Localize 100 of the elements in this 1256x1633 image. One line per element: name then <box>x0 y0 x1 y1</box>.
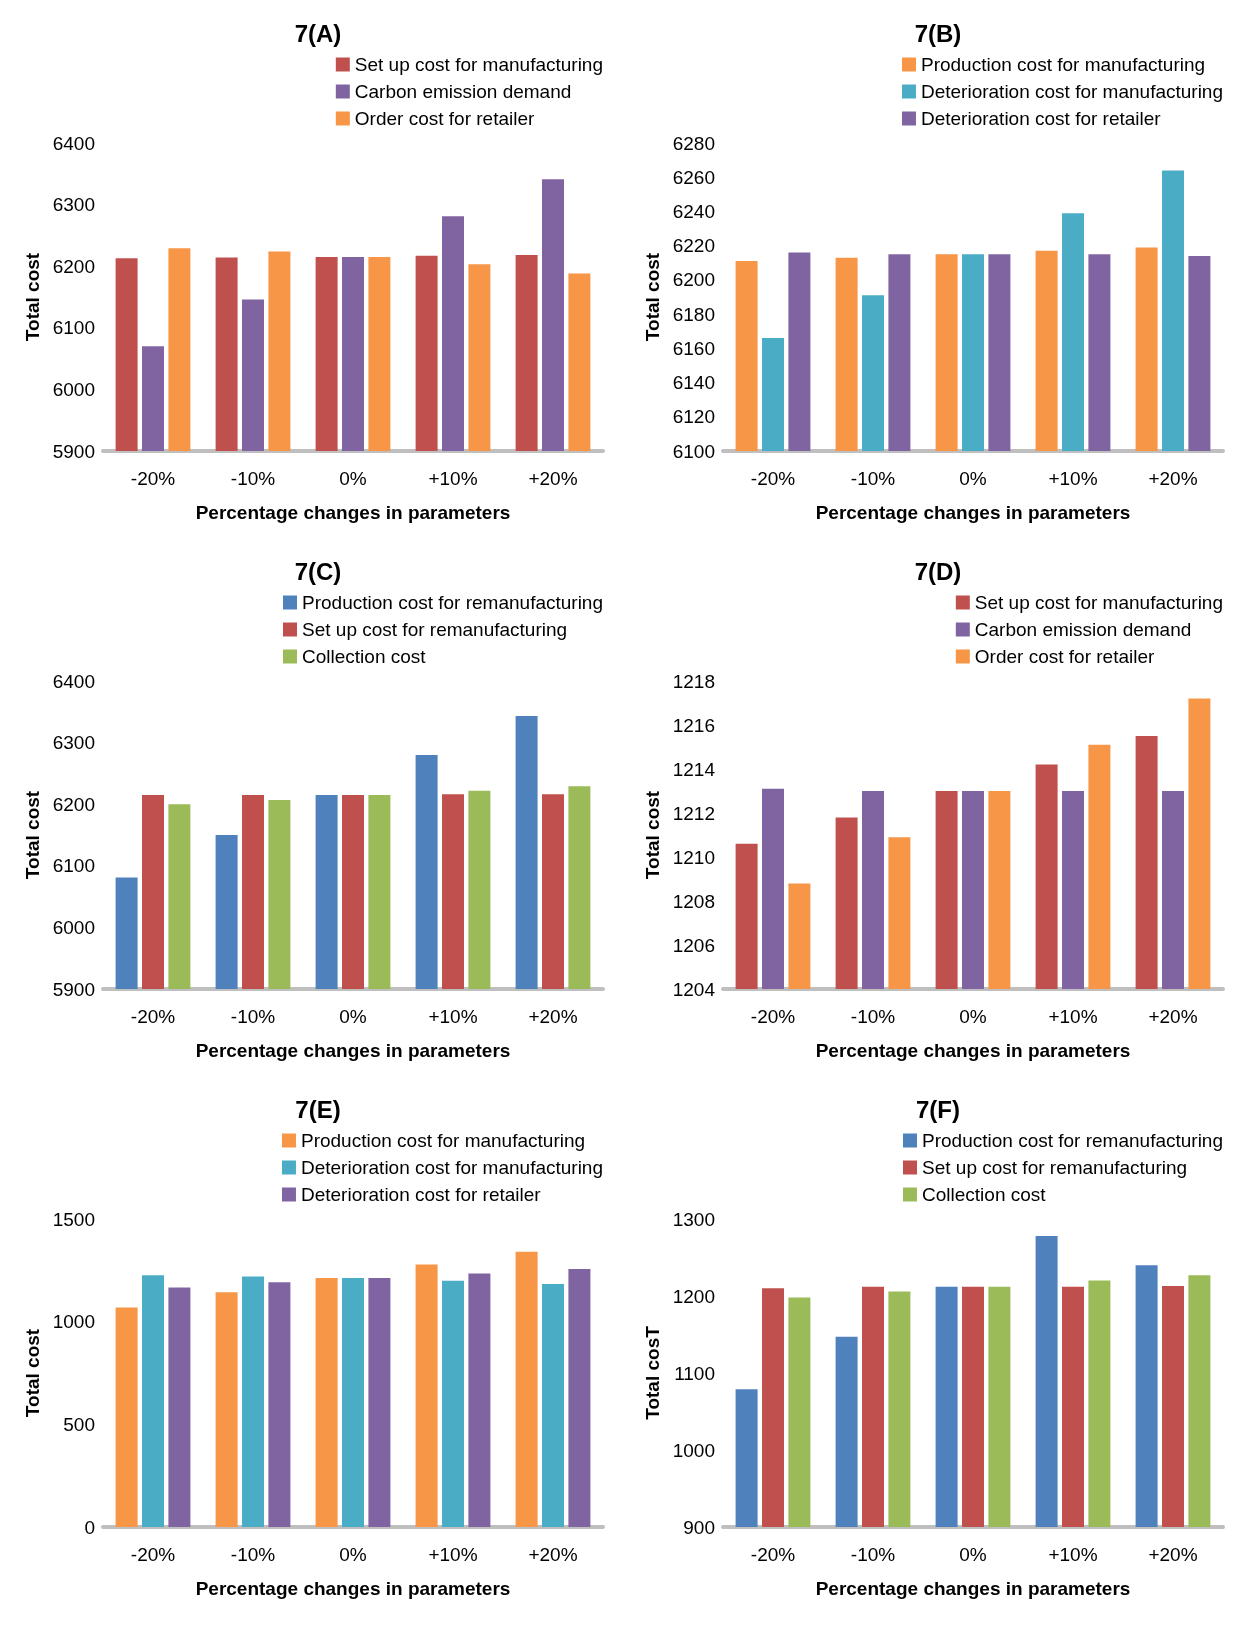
legend-label: Production cost for remanufacturing <box>922 1130 1224 1151</box>
y-tick-label: 6000 <box>52 378 95 400</box>
bar <box>342 1277 364 1527</box>
y-tick-label: 6200 <box>52 255 95 277</box>
x-tick-label: 0% <box>959 1544 987 1565</box>
x-tick-label: +20% <box>1148 468 1198 489</box>
x-tick-label: -10% <box>230 1006 276 1027</box>
y-tick-label: 1300 <box>672 1208 715 1230</box>
x-tick-label: +10% <box>1048 468 1098 489</box>
x-axis-title: Percentage changes in parameters <box>195 1040 511 1061</box>
legend-label: Collection cost <box>922 1184 1047 1205</box>
x-tick-label: -20% <box>130 1544 176 1565</box>
bar <box>168 1287 191 1527</box>
y-tick-label: 1000 <box>672 1439 715 1461</box>
y-tick-label: 6100 <box>52 855 95 877</box>
x-tick-label: -20% <box>130 1006 176 1027</box>
legend-label: Production cost for remanufacturing <box>302 592 604 613</box>
x-tick-label: -10% <box>230 1544 276 1565</box>
legend-label: Carbon emission demand <box>974 619 1192 640</box>
bar <box>568 1268 591 1527</box>
y-tick-label: 1200 <box>672 1285 715 1307</box>
bar <box>215 1292 238 1527</box>
legend-label: Carbon emission demand <box>354 81 572 102</box>
chart-title: 7(A) <box>294 19 342 47</box>
y-axis-title: Total cost <box>641 252 663 342</box>
x-tick-label: -20% <box>750 1006 796 1027</box>
legend-label: Deterioration cost for manufacturing <box>300 1157 604 1178</box>
x-tick-label: +10% <box>1048 1006 1098 1027</box>
legend-label: Production cost for manufacturing <box>920 54 1206 75</box>
y-tick-label: 1206 <box>672 934 715 956</box>
x-tick-label: +20% <box>528 1544 578 1565</box>
x-axis-title: Percentage changes in parameters <box>815 1040 1131 1061</box>
legend-label: Set up cost for remanufacturing <box>922 1157 1188 1178</box>
x-tick-label: +10% <box>428 468 478 489</box>
y-tick-label: 1212 <box>672 802 715 824</box>
y-axis-title: Total cost <box>21 1328 43 1418</box>
chart-title: 7(C) <box>294 557 342 585</box>
y-axis-title: Total cosT <box>641 1325 663 1420</box>
bar <box>268 1282 291 1527</box>
bar <box>115 1307 138 1527</box>
y-tick-label: 6160 <box>672 337 715 359</box>
y-tick-label: 6100 <box>52 317 95 339</box>
x-tick-label: +10% <box>1048 1544 1098 1565</box>
x-tick-label: 0% <box>959 1006 987 1027</box>
x-tick-label: 0% <box>339 1006 367 1027</box>
x-axis-title: Percentage changes in parameters <box>195 1578 511 1599</box>
legend-label: Deterioration cost for manufacturing <box>920 81 1224 102</box>
y-tick-label: 1208 <box>672 890 715 912</box>
x-tick-label: +10% <box>428 1006 478 1027</box>
y-tick-label: 900 <box>683 1516 715 1538</box>
y-tick-label: 6220 <box>672 235 715 257</box>
x-tick-label: -10% <box>850 1006 896 1027</box>
y-tick-label: 6300 <box>52 732 95 754</box>
legend-label: Production cost for manufacturing <box>300 1130 586 1151</box>
legend-label: Set up cost for remanufacturing <box>302 619 568 640</box>
x-tick-label: -20% <box>130 468 176 489</box>
y-tick-label: 6200 <box>672 269 715 291</box>
x-tick-label: -10% <box>850 468 896 489</box>
x-tick-label: -10% <box>230 468 276 489</box>
y-tick-label: 1000 <box>52 1311 95 1333</box>
x-tick-label: -20% <box>750 468 796 489</box>
legend-label: Collection cost <box>302 646 427 667</box>
y-axis-title: Total cost <box>21 252 43 342</box>
chart-title: 7(B) <box>914 19 962 47</box>
y-tick-label: 6280 <box>672 132 715 154</box>
x-tick-label: +10% <box>428 1544 478 1565</box>
legend-label: Deterioration cost for retailer <box>920 108 1162 129</box>
y-tick-label: 1214 <box>672 758 716 780</box>
y-tick-label: 6240 <box>672 200 715 222</box>
legend-label: Set up cost for manufacturing <box>354 54 603 75</box>
y-tick-label: 1218 <box>672 670 715 692</box>
chart-title: 7(F) <box>916 1095 960 1123</box>
y-axis-title: Total cost <box>641 790 663 880</box>
x-axis-title: Percentage changes in parameters <box>815 1578 1131 1599</box>
bar <box>515 1251 538 1527</box>
x-tick-label: +20% <box>528 468 578 489</box>
x-tick-label: 0% <box>339 468 367 489</box>
y-tick-label: 1100 <box>674 1362 715 1384</box>
x-tick-label: 0% <box>339 1544 367 1565</box>
y-tick-label: 6300 <box>52 194 95 216</box>
y-tick-label: 1210 <box>672 846 715 868</box>
x-axis-title: Percentage changes in parameters <box>815 502 1131 523</box>
x-tick-label: 0% <box>959 468 987 489</box>
y-tick-label: 0 <box>84 1516 95 1538</box>
y-tick-label: 6400 <box>52 132 95 154</box>
bar <box>242 1276 264 1527</box>
legend-label: Deterioration cost for retailer <box>300 1184 542 1205</box>
x-tick-label: +20% <box>1148 1544 1198 1565</box>
y-tick-label: 1500 <box>52 1208 95 1230</box>
y-tick-label: 5900 <box>52 440 95 462</box>
legend-label: Set up cost for manufacturing <box>974 592 1223 613</box>
y-axis-title: Total cost <box>21 790 43 880</box>
bar <box>442 1280 464 1527</box>
x-tick-label: -10% <box>850 1544 896 1565</box>
y-tick-label: 6180 <box>672 303 715 325</box>
legend-label: Order cost for retailer <box>354 108 535 129</box>
bar <box>142 1275 164 1527</box>
y-tick-label: 6260 <box>672 166 715 188</box>
bar <box>468 1273 491 1527</box>
x-axis-title: Percentage changes in parameters <box>195 502 511 523</box>
